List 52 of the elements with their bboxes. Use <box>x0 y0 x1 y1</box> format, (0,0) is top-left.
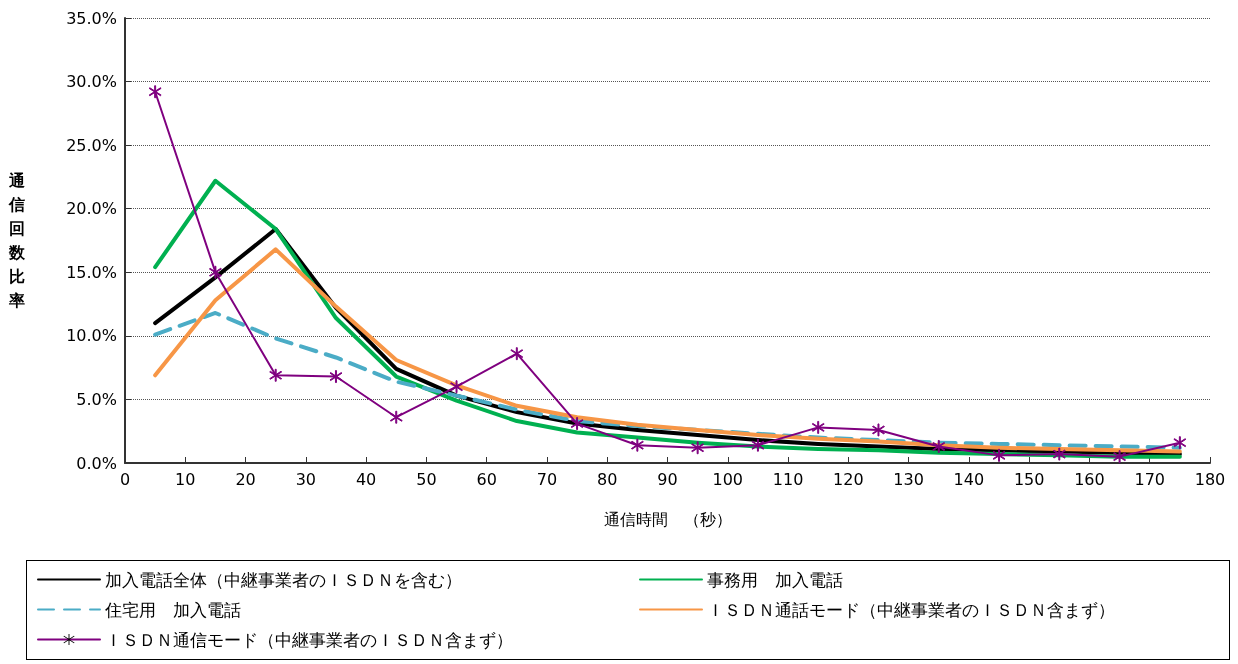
point <box>208 265 222 279</box>
x-tick-label: 60 <box>476 469 497 489</box>
x-tick-label: 40 <box>355 469 377 489</box>
y-tick-label: 35.0% <box>66 8 117 28</box>
legend-label: 加入電話全体（中継事業者のＩＳＤＮを含む） <box>105 569 462 590</box>
point <box>992 448 1006 462</box>
x-tick-label: 90 <box>657 469 678 489</box>
x-tick-label: 0 <box>119 469 131 489</box>
point <box>1113 450 1127 464</box>
point <box>1052 447 1066 461</box>
point <box>570 417 584 431</box>
x-tick-label: 20 <box>235 469 256 489</box>
legend-label: 住宅用 加入電話 <box>104 599 241 620</box>
x-tick-label: 10 <box>175 469 196 489</box>
point <box>871 423 885 437</box>
y-axis-title: 通信回数比率 <box>8 171 26 310</box>
y-tick-label: 30.0% <box>66 72 117 92</box>
x-tick-label: 130 <box>893 469 924 489</box>
x-tick-label: 120 <box>833 469 864 489</box>
legend-label: ＩＳＤＮ通話モード（中継事業者のＩＳＤＮ含まず） <box>707 599 1115 620</box>
y-tick-label: 0.0% <box>76 453 117 473</box>
legend-label: 事務用 加入電話 <box>707 569 843 590</box>
point <box>510 347 524 361</box>
x-tick-label: 70 <box>536 469 558 489</box>
point <box>630 438 644 452</box>
y-tick-label: 5.0% <box>76 389 117 409</box>
x-tick-label: 30 <box>295 469 317 489</box>
point <box>811 420 825 434</box>
point <box>751 438 765 452</box>
x-tick-label: 170 <box>1134 469 1165 489</box>
point <box>329 370 343 384</box>
y-tick-label: 10.0% <box>66 326 117 346</box>
x-tick-label: 140 <box>953 469 985 489</box>
point <box>450 380 464 394</box>
y-tick-label: 25.0% <box>66 135 117 155</box>
x-tick-label: 160 <box>1074 469 1105 489</box>
point <box>1173 436 1187 450</box>
x-tick-label: 80 <box>597 469 618 489</box>
x-tick-label: 110 <box>772 469 804 489</box>
point <box>932 439 946 453</box>
x-tick-label: 150 <box>1013 469 1045 489</box>
x-tick-label: 50 <box>416 469 437 489</box>
legend-label: ＩＳＤＮ通信モード（中継事業者のＩＳＤＮ含まず） <box>105 629 513 650</box>
x-axis-title: 通信時間 （秒） <box>603 509 732 529</box>
x-tick-label: 100 <box>712 469 744 489</box>
point <box>389 410 403 424</box>
y-tick-label: 15.0% <box>66 262 117 282</box>
point <box>148 85 162 99</box>
point <box>691 441 705 455</box>
point <box>269 368 283 382</box>
y-tick-label: 20.0% <box>66 199 117 219</box>
x-tick-label: 180 <box>1194 469 1226 489</box>
